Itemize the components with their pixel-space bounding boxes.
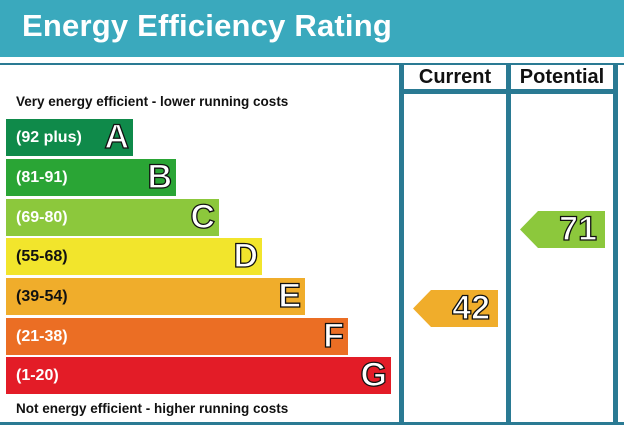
band-a: (92 plus) A — [6, 117, 133, 157]
band-f: (21-38) F — [6, 316, 348, 356]
band-letter: B — [147, 157, 173, 196]
top-note: Very energy efficient - lower running co… — [16, 94, 289, 109]
column-header-divider — [399, 89, 618, 94]
band-letter: G — [360, 355, 388, 394]
current-column-right-border — [506, 63, 511, 424]
band-c: (69-80) C — [6, 197, 219, 237]
band-letter: D — [233, 236, 259, 275]
current-rating-value: 42 — [452, 288, 491, 327]
potential-rating-value: 71 — [559, 209, 598, 248]
band-g: (1-20) G — [6, 355, 391, 395]
band-letter: C — [190, 197, 216, 236]
potential-column-right-border — [613, 63, 618, 424]
band-d: (55-68) D — [6, 236, 262, 276]
current-column-header: Current — [418, 66, 492, 88]
arrow-shape — [520, 211, 605, 248]
band-range: (69-80) — [16, 209, 68, 226]
band-range: (55-68) — [16, 248, 68, 265]
page-title: Energy Efficiency Rating — [22, 8, 393, 43]
band-range: (1-20) — [16, 367, 59, 384]
header-bar: Energy Efficiency Rating — [0, 0, 624, 57]
band-e: (39-54) E — [6, 276, 305, 316]
potential-rating-arrow: 71 — [520, 209, 605, 249]
band-letter: A — [104, 117, 130, 156]
current-rating-arrow: 42 — [413, 288, 498, 328]
band-range: (81-91) — [16, 169, 68, 186]
bottom-note: Not energy efficient - higher running co… — [16, 401, 289, 416]
band-letter: F — [323, 316, 345, 355]
potential-column-header: Potential — [519, 66, 605, 88]
band-b: (81-91) B — [6, 157, 176, 197]
band-letter: E — [278, 276, 302, 315]
band-range: (21-38) — [16, 328, 68, 345]
arrow-shape — [413, 290, 498, 327]
band-range: (39-54) — [16, 288, 68, 305]
table-bottom-border — [0, 422, 624, 425]
current-column-left-border — [399, 63, 404, 424]
table-top-border — [0, 63, 624, 65]
band-range: (92 plus) — [16, 129, 82, 146]
